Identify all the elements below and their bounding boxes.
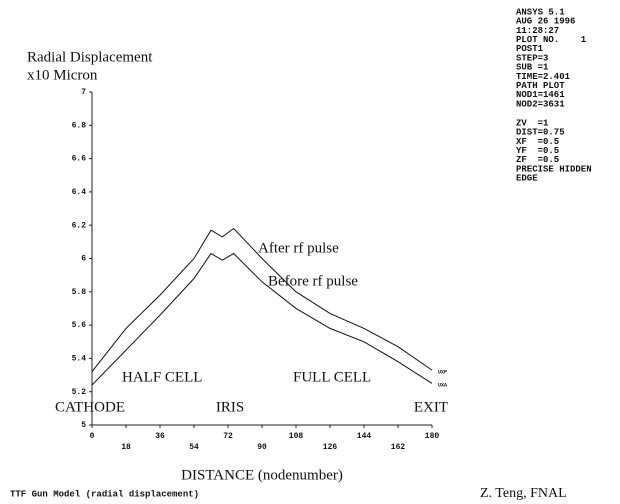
x-axis-label: DISTANCE (nodenumber) [181,467,343,483]
info-line: 11:28:27 [516,26,559,36]
y-tick-label: 6.6 [72,155,87,164]
info-line: NOD1=1461 [516,90,565,100]
y-tick-label: 6 [81,255,86,264]
info-line: POST1 [516,44,544,54]
x-tick-label: 18 [121,443,131,452]
y-tick-label: 5.4 [72,355,87,364]
annotation: EXIT [414,399,448,415]
info-line: AUG 26 1996 [516,17,575,27]
info-line: DIST=0.75 [516,128,565,138]
annotation: FULL CELL [293,369,371,385]
x-tick-label: 144 [357,432,372,441]
footer-left: TTF Gun Model (radial displacement) [10,489,199,499]
data-line [91,227,433,373]
info-line: PATH PLOT [516,81,565,91]
y-tick-label: 7 [81,88,86,97]
info-line: PRECISE HIDDEN [516,164,592,174]
y-tick-label: 6.2 [72,221,87,230]
data-line [91,252,433,386]
x-tick-label: 90 [257,443,267,452]
y-axis-label: x10 Micron [27,67,98,83]
x-tick-label: 0 [90,432,95,441]
annotation: HALF CELL [122,369,202,385]
x-tick-label: 180 [425,432,440,441]
y-tick-label: 6.8 [72,121,87,130]
annotation: CATHODE [55,399,125,415]
info-line: STEP=3 [516,53,548,63]
series-label: Before rf pulse [268,273,358,289]
footer-right: Z. Teng, FNAL [480,486,567,501]
info-line: NOD2=3631 [516,99,565,109]
y-tick-label: 5.2 [72,388,87,397]
y-tick-label: 5.6 [72,321,87,330]
info-line: ZV =1 [516,118,549,128]
info-line: ANSYS 5.1 [516,7,565,17]
info-line: XF =0.5 [516,137,559,147]
info-line: PLOT NO. 1 [516,35,587,45]
info-line: EDGE [516,174,538,184]
series-end-label: UXA [438,383,447,389]
series-label: After rf pulse [258,240,339,256]
info-line: YF =0.5 [516,146,559,156]
x-tick-label: 126 [323,443,338,452]
x-tick-label: 108 [289,432,304,441]
x-tick-label: 162 [391,443,406,452]
info-line: TIME=2.401 [516,72,571,82]
y-tick-label: 6.4 [72,188,87,197]
y-axis-label: Radial Displacement [27,49,153,65]
series-end-label: UXP [438,369,447,375]
y-tick-label: 5 [81,421,86,430]
y-tick-label: 5.8 [72,288,87,297]
x-tick-label: 54 [189,443,199,452]
annotation: IRIS [216,399,244,415]
info-line: ZF =0.5 [516,155,559,165]
x-tick-label: 36 [155,432,165,441]
x-tick-label: 72 [223,432,233,441]
info-line: SUB =1 [516,63,549,73]
